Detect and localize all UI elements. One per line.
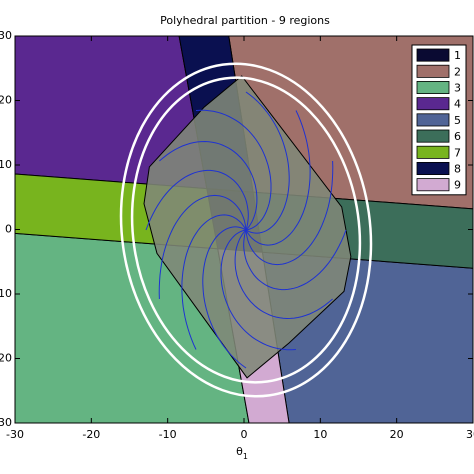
chart-title: Polyhedral partition - 9 regions <box>160 14 330 27</box>
trajectory <box>243 229 347 291</box>
trajectory <box>159 140 258 231</box>
legend-label: 4 <box>454 98 461 111</box>
x-tick-label: 0 <box>241 428 248 441</box>
trajectory <box>245 91 290 234</box>
y-tick-label: -20 <box>0 352 12 365</box>
legend-swatch <box>416 145 450 159</box>
plot-area <box>15 36 474 423</box>
y-tick-label: 30 <box>0 29 12 42</box>
legend-label: 8 <box>454 163 461 176</box>
legend-swatch <box>416 81 450 95</box>
x-tick-label: -20 <box>82 428 100 441</box>
trajectory <box>245 110 311 246</box>
y-tick-label: -10 <box>0 287 12 300</box>
legend-label: 7 <box>454 146 461 159</box>
legend-swatch <box>416 178 450 192</box>
y-tick-label: 0 <box>5 223 12 236</box>
legend-label: 9 <box>454 179 461 192</box>
trajectory <box>181 214 247 350</box>
legend-label: 6 <box>454 130 461 143</box>
trajectory <box>234 229 333 320</box>
y-tick-label: 20 <box>0 94 12 107</box>
x-tick-label: -10 <box>159 428 177 441</box>
invariant-set <box>143 75 352 379</box>
legend-swatch <box>416 48 450 62</box>
trajectory <box>202 226 247 369</box>
legend-swatch <box>416 113 450 127</box>
trajectory <box>195 109 272 231</box>
legend-swatch <box>416 64 450 78</box>
level-set <box>119 62 373 398</box>
legend-label: 5 <box>454 114 461 127</box>
legend-swatch <box>416 129 450 143</box>
trajectory <box>245 160 334 266</box>
legend-swatch <box>416 97 450 111</box>
trajectory <box>145 169 249 231</box>
legend-label: 1 <box>454 49 461 62</box>
x-tick-label: -30 <box>6 428 24 441</box>
y-tick-label: -30 <box>0 416 12 429</box>
trajectory <box>220 229 297 351</box>
x-tick-label: 10 <box>313 428 327 441</box>
x-axis-label: θ1 <box>236 445 248 461</box>
trajectory <box>158 194 247 300</box>
legend-swatch <box>416 161 450 175</box>
legend-label: 2 <box>454 65 461 78</box>
level-set <box>130 76 362 384</box>
x-axis-label-subscript: 1 <box>243 452 248 461</box>
x-tick-label: 30 <box>466 428 474 441</box>
x-tick-label: 20 <box>390 428 404 441</box>
x-axis-label-main: θ <box>236 445 243 458</box>
y-tick-label: 10 <box>0 158 12 171</box>
legend-label: 3 <box>454 82 461 95</box>
